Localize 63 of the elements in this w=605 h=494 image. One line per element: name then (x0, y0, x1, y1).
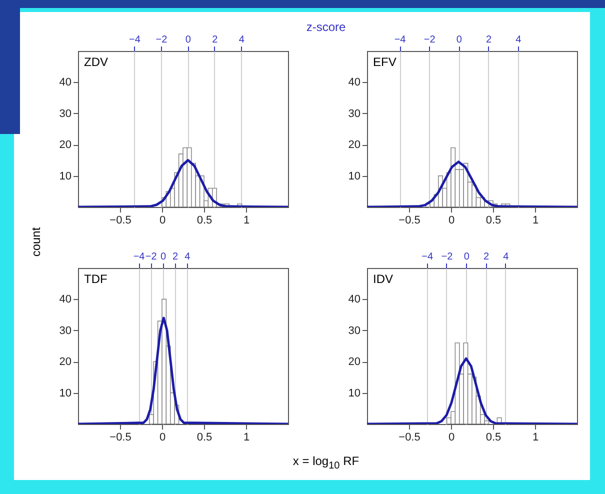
y-axis-title: count (29, 227, 43, 257)
y-tick-label: 40 (348, 76, 360, 89)
x2-tick-label: 0 (456, 34, 462, 46)
y-tick-label: 20 (348, 356, 360, 368)
x2-tick-label: −2 (424, 34, 436, 46)
x-axis-title: x = log$_{10}$ RF (292, 454, 360, 472)
x-tick-label: 1 (532, 214, 539, 226)
y-tick-label: 30 (59, 324, 72, 337)
x2-tick-label: 4 (184, 252, 191, 262)
x2-tick-label: −4 (133, 252, 146, 262)
x-tick-label: −0.5 (398, 214, 420, 226)
y-tick-label: 20 (59, 139, 72, 152)
x2-tick-label: 4 (503, 252, 510, 262)
x-tick-label: 1 (243, 432, 250, 444)
y-tick-label: 10 (59, 387, 72, 400)
x2-axis-title: z-score (306, 20, 346, 34)
x2-tick-label: 2 (486, 34, 492, 46)
x-tick-label: 0 (159, 432, 166, 444)
x2-tick-label: −2 (156, 34, 168, 46)
y-tick-label: 40 (348, 294, 360, 306)
x2-tick-label: 2 (172, 252, 179, 262)
x-tick-label: 1 (532, 432, 539, 444)
chart-title: IDV (373, 272, 394, 286)
x-tick-label: 0.5 (486, 432, 502, 444)
x-tick-label: 0 (159, 214, 166, 226)
x2-tick-label: −4 (128, 34, 141, 46)
y-tick-label: 20 (59, 356, 72, 368)
x2-tick-label: 4 (238, 34, 245, 46)
x-tick-label: −0.5 (398, 432, 420, 444)
x2-tick-label: −4 (422, 252, 434, 262)
x2-tick-label: 2 (212, 34, 218, 46)
x-tick-label: 0 (448, 214, 455, 226)
chart-title: EFV (373, 55, 396, 69)
line-series (78, 159, 288, 207)
line-series (78, 316, 288, 424)
x2-tick-label: 4 (516, 34, 522, 46)
y-tick-label: 30 (348, 324, 360, 337)
chart-title: ZDV (84, 55, 108, 69)
x-tick-label: 0.5 (196, 432, 212, 444)
line-series (367, 160, 577, 207)
x-tick-label: −0.5 (110, 432, 132, 444)
x2-tick-label: −2 (145, 252, 158, 262)
x2-tick-label: 2 (483, 252, 490, 262)
x2-tick-label: 0 (160, 252, 166, 262)
y-tick-label: 40 (59, 76, 72, 89)
chart-title: TDF (84, 272, 108, 286)
line-series (367, 357, 577, 424)
x-tick-label: 0 (448, 432, 455, 444)
x-tick-label: 0.5 (196, 214, 212, 226)
y-tick-label: 20 (348, 139, 360, 152)
y-tick-label: 10 (348, 387, 360, 400)
x2-tick-label: −2 (441, 252, 454, 262)
y-tick-label: 40 (59, 294, 72, 306)
y-tick-label: 30 (59, 108, 72, 120)
y-tick-label: 30 (348, 108, 360, 120)
x-tick-label: 1 (243, 214, 250, 226)
x2-tick-label: 0 (185, 34, 192, 46)
x2-tick-label: −4 (394, 34, 406, 46)
x-tick-label: −0.5 (110, 214, 132, 226)
y-tick-label: 10 (59, 170, 72, 182)
x2-tick-label: 0 (464, 252, 470, 262)
x-tick-label: 0.5 (486, 214, 502, 226)
y-tick-label: 10 (348, 170, 360, 182)
